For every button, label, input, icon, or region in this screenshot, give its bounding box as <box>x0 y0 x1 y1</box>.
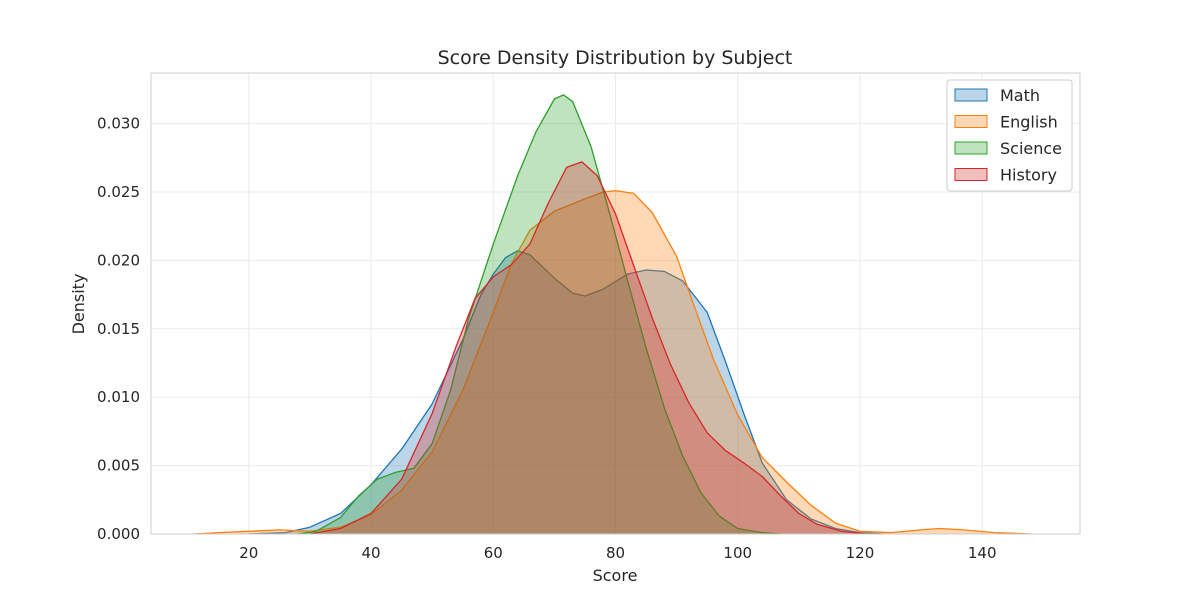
y-tick-label: 0.005 <box>97 457 140 475</box>
history-density-fill <box>309 161 867 534</box>
chart-title: Score Density Distribution by Subject <box>438 47 793 69</box>
legend-swatch-history <box>954 168 988 181</box>
legend-box <box>946 79 1073 192</box>
x-tick-label: 60 <box>484 544 503 562</box>
x-axis-ticks: 20 40 60 80 100 120 140 <box>239 544 996 562</box>
plot-border <box>150 72 1081 535</box>
x-tick-label: 120 <box>846 544 875 562</box>
y-tick-label: 0.030 <box>97 115 140 133</box>
legend-swatch-english <box>954 115 988 128</box>
y-tick-label: 0.020 <box>97 251 140 269</box>
x-tick-label: 100 <box>723 544 752 562</box>
legend-label-english: English <box>1000 113 1058 132</box>
legend-swatch-science <box>954 141 988 155</box>
y-axis-label: Density <box>69 274 88 335</box>
history-density-line <box>309 161 867 535</box>
science-density-fill <box>297 94 781 535</box>
y-tick-label: 0.015 <box>97 320 140 338</box>
y-tick-label: 0.025 <box>97 183 140 201</box>
x-tick-label: 20 <box>239 544 258 562</box>
density-series <box>193 94 1032 535</box>
x-tick-label: 140 <box>968 544 997 562</box>
x-axis-label: Score <box>593 566 638 585</box>
x-tick-label: 80 <box>606 544 625 562</box>
science-density-line <box>297 94 781 535</box>
y-tick-label: 0.000 <box>97 525 140 543</box>
plot-frame <box>150 72 1081 535</box>
english-density-fill <box>193 190 1032 534</box>
x-tick-label: 40 <box>361 544 380 562</box>
math-density-fill <box>248 250 885 535</box>
math-density-line <box>248 250 885 535</box>
legend-label-science: Science <box>1000 139 1062 158</box>
legend-label-history: History <box>1000 166 1057 185</box>
legend: Math English Science History <box>946 79 1073 192</box>
legend-swatch-math <box>954 88 988 102</box>
y-axis-ticks: 0.000 0.005 0.010 0.015 0.020 0.025 0.030 <box>97 115 140 543</box>
y-tick-label: 0.010 <box>97 388 140 406</box>
legend-label-math: Math <box>1000 86 1040 105</box>
